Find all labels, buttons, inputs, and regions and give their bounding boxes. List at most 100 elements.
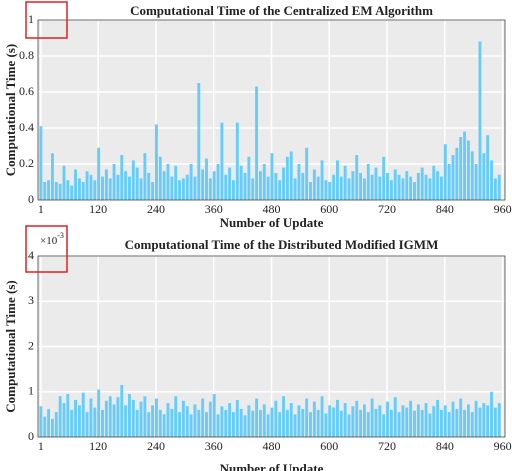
bar (351, 171, 355, 200)
bar (440, 409, 443, 437)
bar (274, 173, 278, 200)
bar (443, 405, 447, 437)
bar (85, 412, 89, 437)
bar (50, 418, 54, 437)
bar (436, 399, 440, 437)
bar (170, 176, 174, 200)
bar (124, 405, 128, 437)
bar (328, 405, 332, 437)
x-tick-label: 600 (320, 202, 338, 216)
bar (104, 400, 108, 437)
bar (101, 409, 104, 437)
bar (397, 412, 401, 437)
bar (131, 399, 135, 437)
bar (74, 399, 77, 437)
bar (77, 178, 81, 200)
bar (293, 178, 297, 200)
bar (320, 160, 324, 200)
bar (151, 405, 155, 437)
bar (389, 180, 393, 200)
bar (154, 398, 158, 437)
y-tick-label: 0.6 (19, 84, 34, 98)
bar (355, 400, 359, 437)
bar (50, 153, 54, 200)
bar (74, 169, 77, 200)
bar (158, 409, 162, 437)
bar (432, 165, 436, 200)
bar (47, 180, 51, 200)
chart-title: Computational Time of the Centralized EM… (130, 3, 433, 18)
bar (162, 171, 166, 200)
bar (405, 171, 409, 200)
bar (389, 409, 393, 437)
bar (178, 180, 181, 200)
bar (266, 176, 270, 200)
x-tick-label: 600 (320, 439, 338, 453)
bar (362, 178, 366, 200)
bar (493, 407, 497, 437)
bar (189, 414, 193, 437)
y-tick-label: 2 (28, 338, 34, 352)
bar (170, 408, 174, 437)
bar (309, 182, 312, 200)
bar (347, 414, 351, 437)
x-tick-label: 960 (494, 439, 512, 453)
bar (135, 167, 139, 200)
bar (316, 176, 320, 200)
bar (255, 86, 259, 200)
y-tick-label: 3 (28, 293, 34, 307)
bar (235, 399, 239, 437)
y-tick-label: 0.8 (19, 48, 34, 62)
bar (166, 403, 170, 437)
bar (386, 401, 389, 437)
bar (297, 405, 301, 437)
bar (339, 176, 343, 200)
bar (54, 182, 58, 200)
bar (470, 412, 474, 437)
bar (258, 409, 262, 437)
bar (309, 412, 312, 437)
bar (212, 394, 216, 437)
bar (54, 412, 58, 437)
bar (81, 182, 85, 200)
bar (459, 137, 463, 200)
bar (324, 180, 328, 200)
bar (258, 171, 262, 200)
bar (205, 412, 208, 437)
bar (243, 173, 247, 200)
bar (66, 180, 70, 200)
bar (108, 178, 112, 200)
bar (278, 412, 282, 437)
bar (228, 403, 232, 437)
y-multiplier: ×10-3 (40, 231, 64, 247)
bar (239, 165, 243, 200)
bar (289, 151, 293, 200)
multiplier-base: ×10 (40, 235, 58, 247)
bar (374, 167, 378, 200)
bar (251, 178, 255, 200)
bar (97, 389, 101, 437)
bar (162, 414, 166, 437)
bar (339, 410, 343, 437)
bar (174, 396, 178, 437)
bar (401, 178, 405, 200)
bar (428, 413, 432, 437)
bar (366, 164, 370, 200)
bar (409, 176, 413, 200)
bar (428, 178, 432, 200)
bar (305, 147, 309, 200)
bar (455, 147, 459, 200)
bar (347, 178, 351, 200)
y-tick-label: 0.4 (19, 120, 34, 134)
bar (174, 165, 178, 200)
bar (208, 178, 212, 200)
bar (474, 164, 478, 200)
bar (197, 409, 201, 437)
bar (116, 174, 120, 200)
bar (262, 164, 266, 200)
bar (463, 409, 467, 437)
bar (497, 174, 501, 200)
x-tick-label: 720 (378, 202, 396, 216)
